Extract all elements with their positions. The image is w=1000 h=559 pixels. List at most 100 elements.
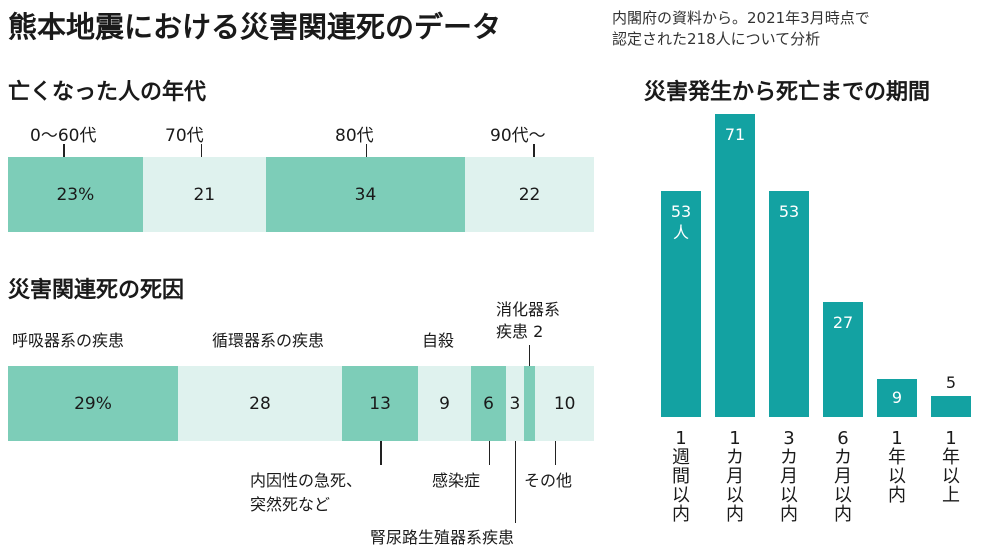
- period-bar-unit: 人: [672, 222, 689, 242]
- period-bar: [769, 190, 809, 417]
- period-category-char: 以: [780, 485, 798, 506]
- period-category-char: カ: [726, 447, 744, 468]
- cause-segment-value: 28: [249, 393, 271, 414]
- cause-digestive-tick: [528, 345, 531, 366]
- period-vertical-bar-chart: 53 人 1 週間以内 71 1 カ月以内 53 3 カ月以内 27 6 カ月以内 9 1 年以内 5 1 年以上: [0, 0, 971, 524]
- cause-label-sudden-line1: 内因性の急死、: [250, 471, 363, 490]
- period-category-char: 間: [672, 466, 690, 487]
- period-bar-value: 27: [823, 312, 863, 332]
- cause-segment: 28: [177, 366, 343, 441]
- period-bar: [715, 114, 755, 417]
- period-bar-number: 5: [945, 372, 957, 392]
- cause-segment: 13: [342, 366, 419, 441]
- period-category-char: 内: [726, 504, 744, 525]
- age-segment-value: 22: [518, 184, 541, 205]
- period-category-char: 内: [888, 485, 906, 506]
- age-segment: 22: [465, 157, 594, 232]
- age-category-label: 70代: [165, 126, 204, 146]
- cause-segment: [523, 366, 536, 441]
- period-section-title: 災害発生から死亡までの期間: [644, 80, 931, 105]
- age-category-label: 80代: [335, 126, 374, 146]
- period-category-char: 以: [726, 485, 744, 506]
- period-bar: [931, 395, 971, 417]
- period-category-char: 週: [672, 447, 690, 468]
- period-category-char: 月: [780, 466, 798, 487]
- period-category-char: 1: [675, 428, 687, 449]
- source-note-line-2: 認定された218人について分析: [612, 30, 821, 48]
- period-bar-number: 53: [778, 201, 800, 221]
- period-bar-value: 53 人: [661, 201, 701, 242]
- age-segment-value: 21: [193, 184, 216, 205]
- cause-segment-value: 10: [553, 393, 576, 414]
- cause-label-sudden-line2: 突然死など: [250, 495, 331, 514]
- age-label-tick: [365, 144, 368, 157]
- period-bar-number: 27: [832, 312, 854, 332]
- age-stacked-bar-chart: 23% 0〜60代 21 70代 34 80代 22 90代〜: [0, 0, 594, 232]
- period-bar: [661, 190, 701, 417]
- age-segment-value: 23%: [56, 184, 95, 205]
- cause-segment-value: 9: [439, 393, 450, 414]
- cause-label-other: その他: [524, 471, 573, 490]
- period-bar-value: 5: [931, 372, 971, 392]
- age-section-title: 亡くなった人の年代: [8, 80, 207, 105]
- period-bar: [823, 301, 863, 417]
- cause-section-title: 災害関連死の死因: [8, 278, 185, 303]
- cause-sudden-tick: [380, 441, 382, 465]
- cause-segment-value: 29%: [74, 393, 112, 414]
- period-category-char: 年: [888, 447, 906, 468]
- cause-infection-tick: [488, 441, 491, 465]
- age-label-tick: [200, 144, 203, 157]
- period-category-char: カ: [780, 447, 798, 468]
- period-category-char: カ: [834, 447, 852, 468]
- cause-segment: 29%: [8, 366, 178, 441]
- source-note: 内閣府の資料から。2021年3月時点で 認定された218人について分析: [612, 8, 870, 50]
- period-bar-value: 9: [877, 387, 917, 407]
- period-bar-number: 53: [670, 201, 692, 221]
- cause-other-tick: [554, 441, 557, 465]
- age-segment-value: 34: [354, 184, 377, 205]
- cause-segment-value: 6: [483, 393, 494, 414]
- period-category-char: 内: [780, 504, 798, 525]
- cause-label-suicide: 自殺: [422, 331, 455, 350]
- cause-segment-value: 3: [509, 393, 521, 414]
- page-title: 熊本地震における災害関連死のデータ: [8, 10, 502, 44]
- cause-segment-value: 13: [369, 393, 391, 414]
- period-category-char: 上: [942, 485, 960, 506]
- cause-stacked-bar-chart: 29% 28 13 9 6 3 10: [0, 0, 594, 523]
- age-segment: 21: [142, 157, 266, 232]
- cause-segment: 9: [418, 366, 471, 441]
- period-category-char: 内: [672, 504, 690, 525]
- period-category-char: 3: [783, 428, 795, 449]
- age-label-tick: [63, 144, 65, 157]
- source-note-line-1: 内閣府の資料から。2021年3月時点で: [612, 9, 870, 27]
- period-category-char: 年: [942, 447, 960, 468]
- period-category-char: 月: [834, 466, 852, 487]
- period-category-char: 月: [726, 466, 744, 487]
- cause-label-respiratory: 呼吸器系の疾患: [12, 331, 125, 350]
- age-category-label: 90代〜: [490, 126, 546, 146]
- age-category-label: 0〜60代: [30, 126, 97, 146]
- period-category-char: 6: [837, 428, 849, 449]
- cause-label-renal: 腎尿路生殖器系疾患: [370, 528, 515, 547]
- cause-renal-tick: [514, 441, 517, 523]
- period-category-char: 以: [942, 466, 960, 487]
- period-category-char: 1: [729, 428, 741, 449]
- cause-label-digestive-line2: 疾患 2: [496, 322, 544, 341]
- age-segment: 34: [265, 157, 466, 232]
- period-category-char: 1: [891, 428, 903, 449]
- cause-segment: 3: [506, 366, 524, 441]
- cause-segment: 6: [470, 366, 507, 441]
- cause-label-infection: 感染症: [432, 471, 481, 490]
- age-segment: 23%: [8, 157, 143, 232]
- period-bar-value: 53: [769, 201, 809, 221]
- cause-segment: 10: [535, 366, 594, 441]
- cause-label-circulatory: 循環器系の疾患: [212, 331, 325, 350]
- period-bar-number: 9: [891, 387, 903, 407]
- age-label-tick: [533, 144, 535, 157]
- period-category-char: 以: [834, 485, 852, 506]
- period-bar: [877, 378, 917, 417]
